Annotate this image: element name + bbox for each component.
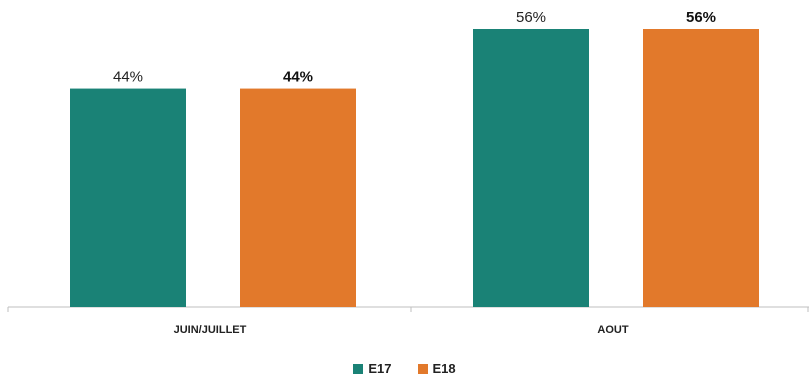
bar-e18-2 xyxy=(643,29,759,307)
legend-item-e18: E18 xyxy=(417,361,456,376)
category-label-2: AOUT xyxy=(597,324,628,336)
legend-swatch-e17 xyxy=(353,363,364,374)
data-label-e18-2: 56% xyxy=(686,9,716,26)
legend-label-e18: E18 xyxy=(432,361,456,376)
data-label-e18-1: 44% xyxy=(283,69,313,86)
legend: E17 E18 xyxy=(0,361,809,376)
data-label-e17-2: 56% xyxy=(516,9,546,26)
bar-e17-1 xyxy=(70,88,186,307)
bar-e18-1 xyxy=(240,88,356,307)
legend-item-e17: E17 xyxy=(353,361,392,376)
category-labels-group: JUIN/JUILLET AOUT xyxy=(174,324,629,336)
bar-e17-2 xyxy=(473,29,589,307)
data-label-e17-1: 44% xyxy=(113,69,143,86)
legend-label-e17: E17 xyxy=(368,361,392,376)
legend-swatch-e18 xyxy=(417,363,428,374)
category-label-1: JUIN/JUILLET xyxy=(174,324,247,336)
bars-group: 44% 56% 44% 56% xyxy=(70,9,759,307)
